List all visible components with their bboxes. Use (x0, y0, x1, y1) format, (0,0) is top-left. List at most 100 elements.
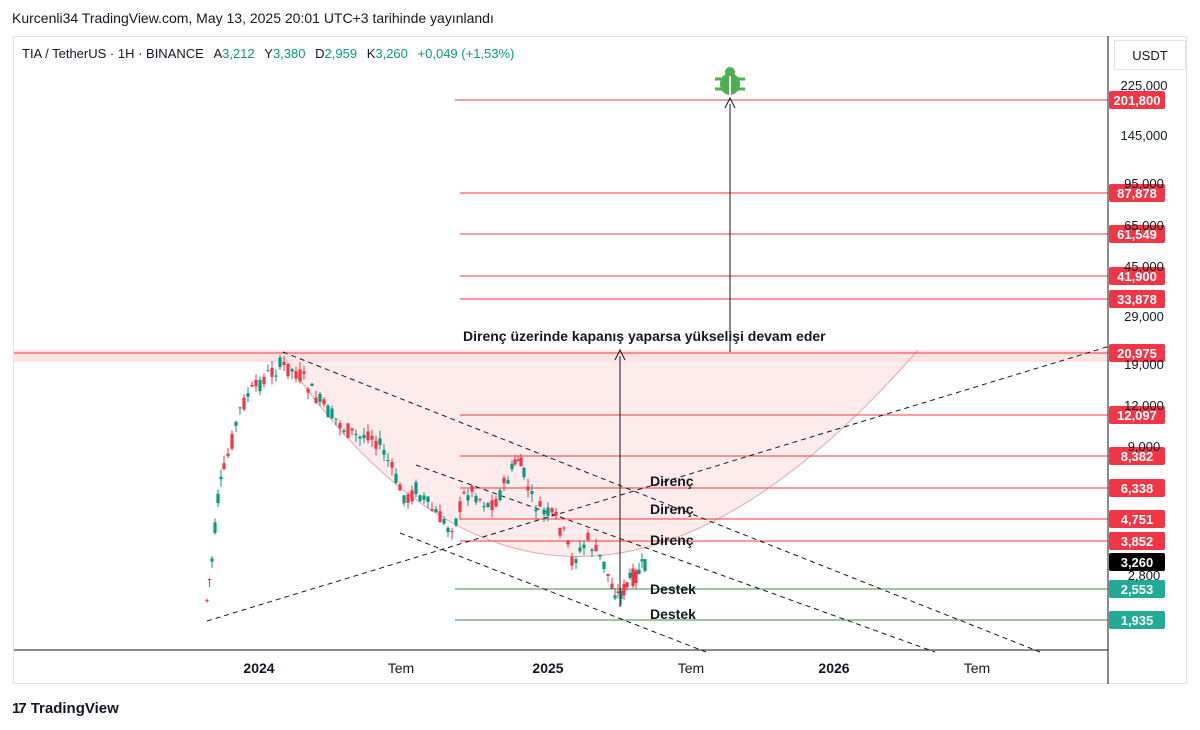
x-tick-label: Tem (388, 660, 414, 676)
chart-panel[interactable] (13, 36, 1187, 684)
candle-body (462, 491, 466, 494)
candle-body (482, 505, 486, 508)
candle-body (298, 369, 302, 382)
candle-body (362, 434, 366, 438)
y-tick-label: 2,800 (1128, 568, 1161, 583)
candle-body (446, 527, 450, 533)
price-level-label: 6,338 (1121, 481, 1154, 496)
price-level-label: 20,975 (1117, 346, 1157, 361)
y-tick-label: 145,000 (1121, 128, 1168, 143)
candle-body (510, 463, 514, 470)
candle-body (586, 532, 590, 540)
candle-body (205, 599, 209, 602)
price-level-label-bg (1109, 447, 1165, 465)
candle-body (250, 384, 254, 387)
price-level-label-bg (1109, 479, 1165, 497)
price-level-label-bg (1109, 344, 1165, 362)
candle-body (382, 450, 386, 455)
candle-body (274, 375, 278, 377)
candle-body (294, 371, 298, 379)
low-key: D (315, 46, 325, 61)
candle-body (554, 512, 558, 516)
target-arrow-head (724, 96, 736, 109)
candle-body (216, 493, 220, 504)
candle-body (346, 423, 350, 438)
candle-body (442, 519, 446, 524)
y-tick-label: 19,000 (1124, 357, 1164, 372)
candle-body (590, 549, 594, 552)
candle-body (516, 459, 520, 461)
candle-body (474, 495, 478, 503)
x-tick-label: 2024 (243, 660, 274, 676)
candle-body (570, 556, 574, 566)
candle-body (410, 490, 414, 502)
tradingview-logo-icon: 17 (12, 700, 27, 717)
candle-body (534, 509, 538, 512)
candle-body (594, 544, 598, 552)
price-level-label-bg (1109, 532, 1165, 550)
price-level-label-bg (1109, 406, 1165, 424)
price-level-label-bg (1109, 184, 1165, 202)
y-tick-label: 12,000 (1124, 398, 1164, 413)
candle-body (640, 559, 644, 562)
candle-body (628, 572, 632, 578)
candle-body (643, 559, 647, 571)
close-value: 3,260 (375, 46, 408, 61)
symbol-name[interactable]: TIA / TetherUS · 1H · BINANCE (22, 46, 204, 61)
change-value: +0,049 (+1,53%) (417, 46, 515, 61)
tradingview-footer[interactable]: 17 TradingView (12, 700, 119, 717)
candle-body (513, 459, 517, 465)
price-level-label: 1,935 (1121, 613, 1154, 628)
candle-body (370, 435, 374, 440)
candle-body (602, 561, 606, 570)
candle-body (434, 509, 438, 513)
breakout-note: Direnç üzerinde kapanış yaparsa yükseliş… (463, 328, 826, 344)
candle-body (394, 473, 398, 483)
candle-body (286, 363, 290, 377)
price-level-label: 201,800 (1114, 93, 1161, 108)
candle-body (538, 501, 542, 507)
candle-body (506, 480, 510, 484)
currency-selector[interactable]: USDT (1114, 40, 1186, 70)
candle-body (574, 559, 578, 564)
trendline (282, 351, 1041, 653)
candle-body (350, 428, 354, 431)
candle-body (219, 476, 223, 480)
price-level-label-bg (1109, 91, 1165, 109)
candle-body (354, 433, 358, 435)
candle-body (414, 482, 418, 494)
candle-body (330, 408, 334, 419)
candle-body (342, 430, 346, 432)
candle-body (458, 501, 462, 513)
candle-body (238, 407, 242, 409)
candle-body (454, 518, 458, 526)
trendline (206, 345, 1111, 622)
candle-body (266, 370, 270, 372)
cup-pattern-curve (282, 349, 919, 557)
candle-body (366, 431, 370, 441)
candle-body (610, 583, 614, 589)
price-level-label: 87,878 (1117, 186, 1157, 201)
price-level-label-bg (1109, 611, 1165, 629)
price-level-label: 8,382 (1121, 449, 1154, 464)
resistance-label: Direnç (650, 473, 694, 489)
y-tick-label: 45,000 (1124, 259, 1164, 274)
candle-body (390, 461, 394, 468)
candle-body (302, 371, 306, 374)
candle-body (207, 578, 212, 581)
high-key: Y (264, 46, 273, 61)
candle-body (338, 423, 342, 429)
x-tick-label: Tem (678, 660, 704, 676)
price-level-label-bg (1109, 553, 1165, 571)
price-level-label: 3,852 (1121, 534, 1154, 549)
candle-body (613, 595, 617, 599)
candle-body (470, 485, 474, 492)
candle-body (254, 379, 258, 387)
price-level-label: 3,260 (1121, 555, 1154, 570)
candle-body (282, 361, 286, 366)
candle-body (546, 507, 550, 516)
price-level-label: 33,878 (1117, 292, 1157, 307)
candle-body (519, 457, 523, 467)
open-key: A (213, 46, 223, 61)
